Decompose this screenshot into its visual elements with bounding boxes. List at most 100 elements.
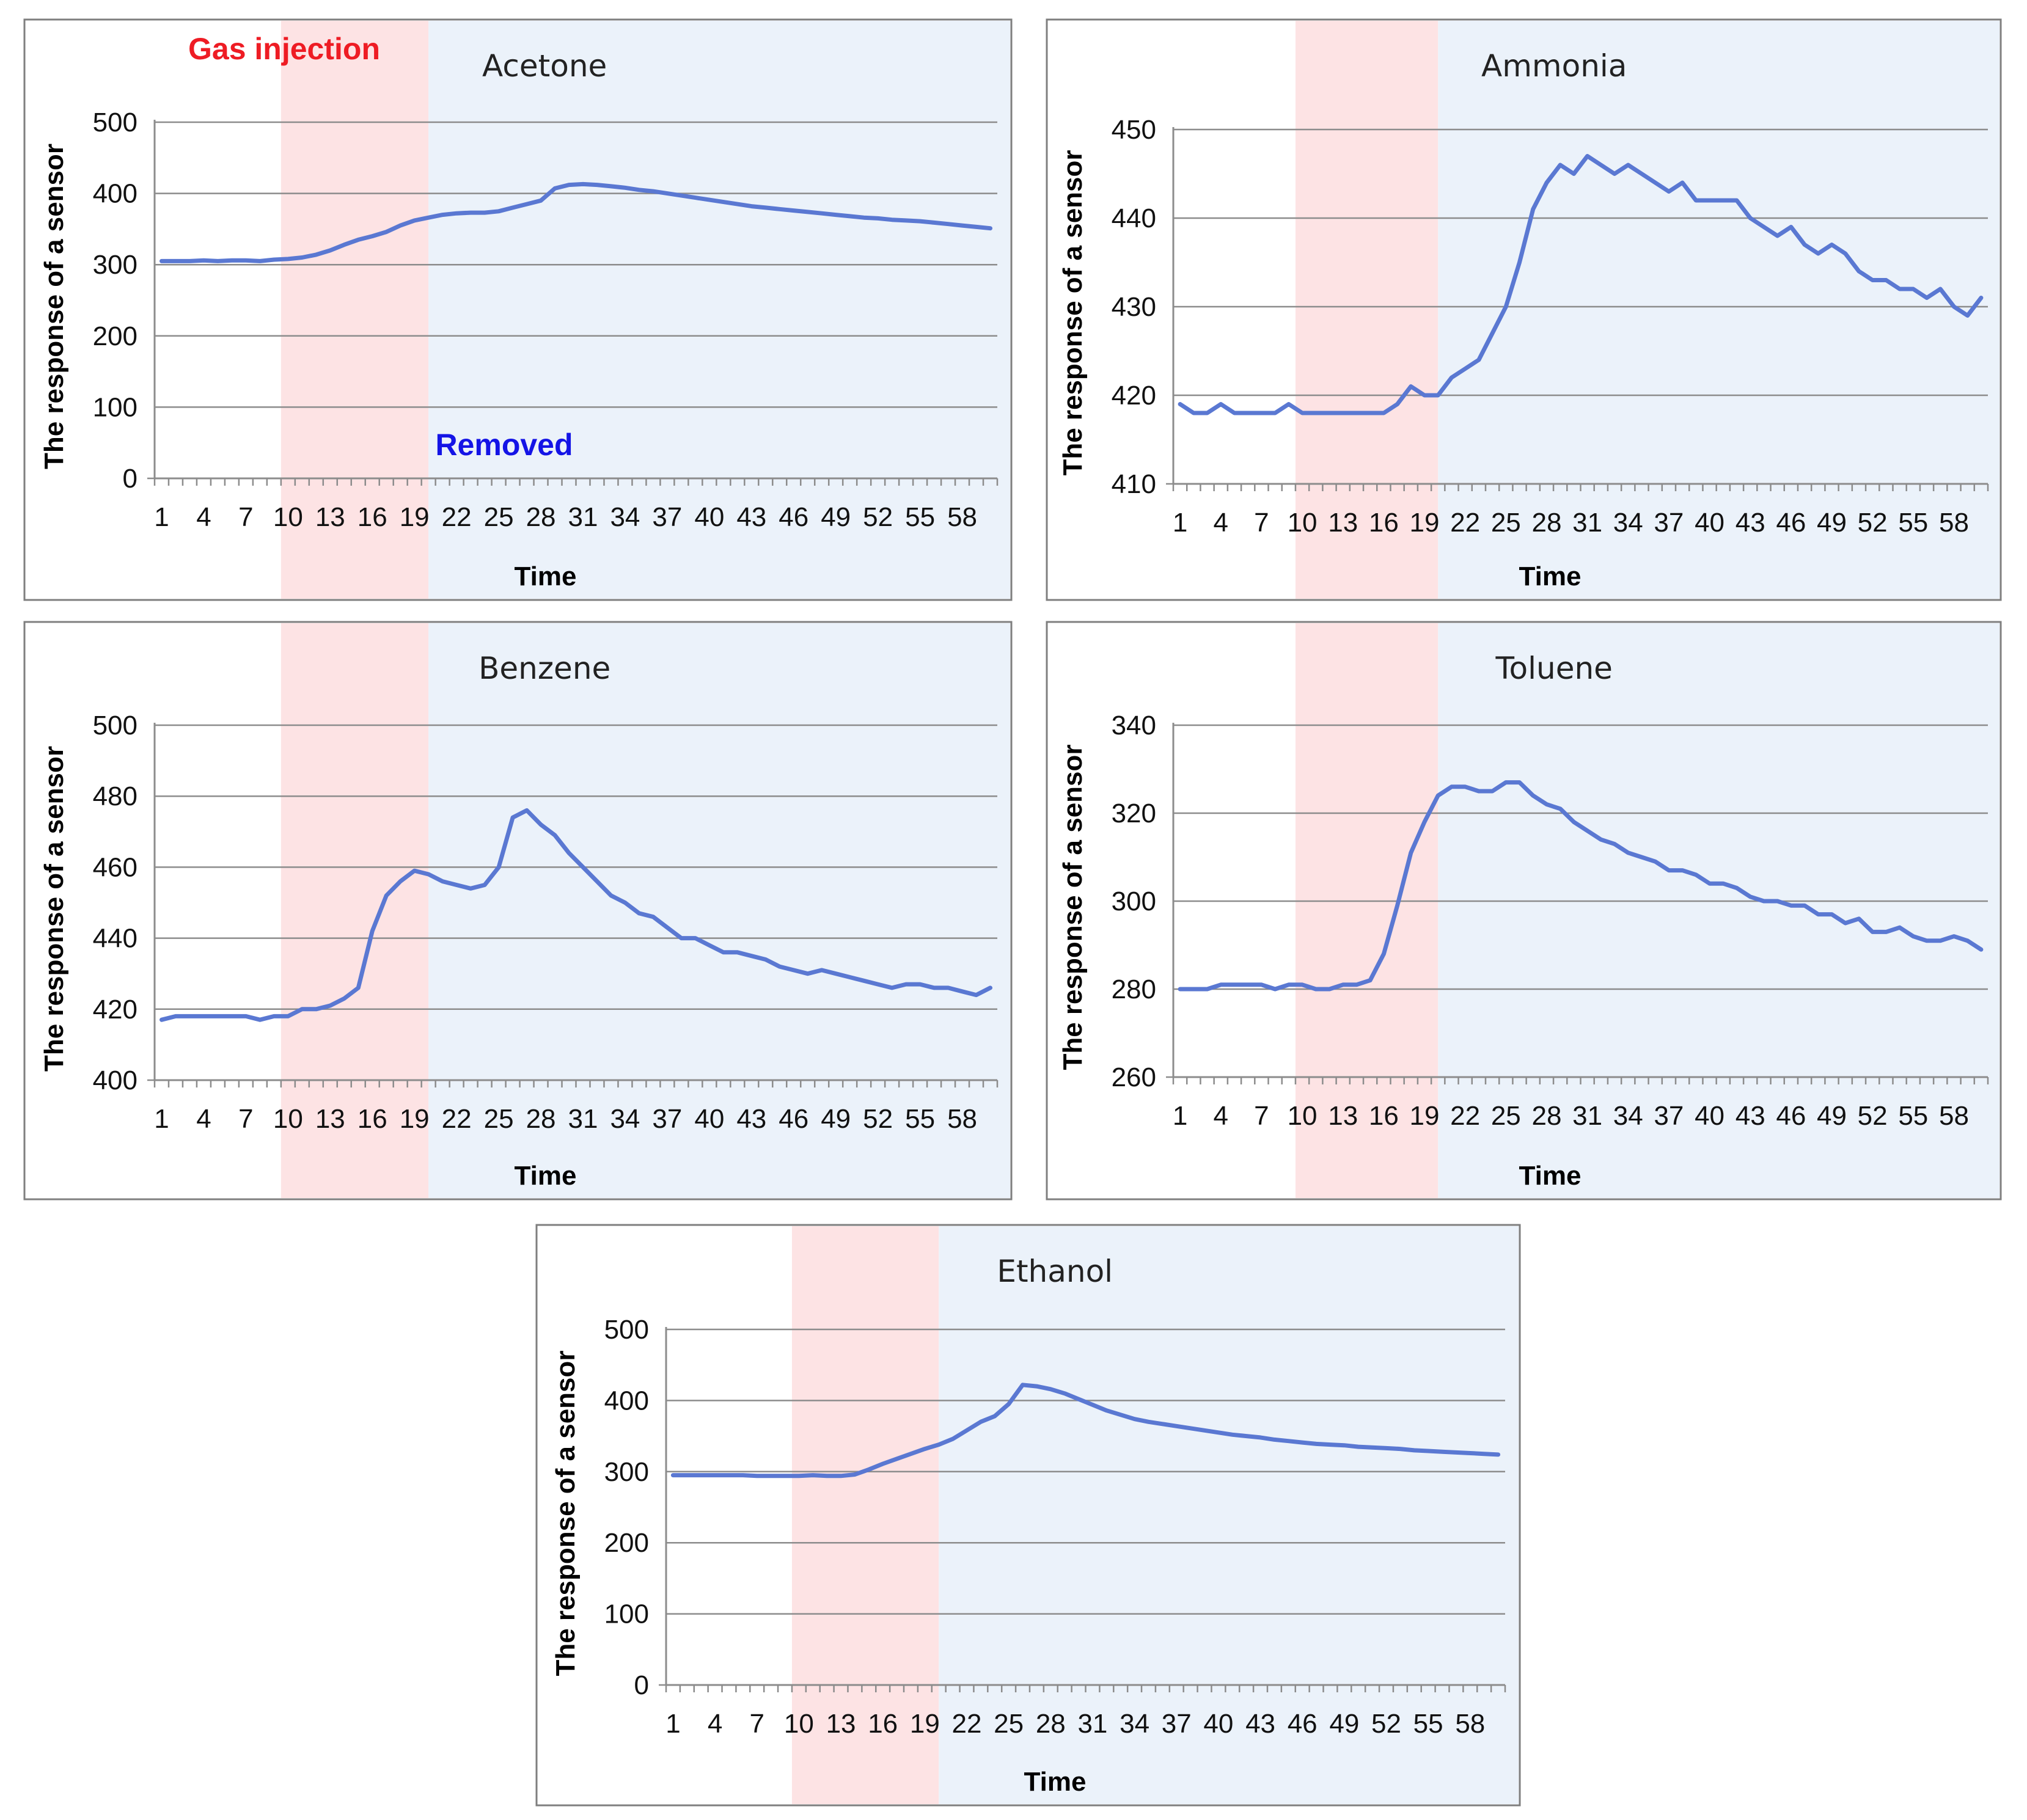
x-tick-label: 34 xyxy=(1120,1709,1149,1739)
y-tick-label: 430 xyxy=(1112,292,1156,322)
gas-injection-band xyxy=(1295,623,1439,1198)
x-tick-label: 52 xyxy=(1858,508,1888,538)
x-tick-label: 28 xyxy=(1036,1709,1066,1739)
x-tick-label: 43 xyxy=(1736,508,1765,538)
series-line-toluene xyxy=(1178,780,1984,992)
x-tick-label: 46 xyxy=(779,502,808,532)
x-tick-label: 55 xyxy=(1898,1101,1928,1131)
x-tick-label: 31 xyxy=(1572,1101,1602,1131)
x-tick-label: 1 xyxy=(1173,508,1187,538)
removed-label: Removed xyxy=(435,428,573,462)
x-tick-label: 22 xyxy=(952,1709,982,1739)
chart-ethanol: 0 100 200 300 400 500 1 4 7 10 13 16 19 22 25 28 31 34 37 4… xyxy=(535,1224,1521,1807)
x-tick-label: 19 xyxy=(400,502,430,532)
x-tick-label: 58 xyxy=(1455,1709,1485,1739)
x-tick-label: 28 xyxy=(1531,1101,1561,1131)
x-tick-label: 25 xyxy=(1491,1101,1521,1131)
y-tick-label: 300 xyxy=(93,250,137,280)
x-tick-label: 13 xyxy=(315,502,345,532)
x-tick-label: 49 xyxy=(821,502,851,532)
x-tick-label: 43 xyxy=(1736,1101,1765,1131)
gas-injection-band xyxy=(280,21,429,599)
x-tick-label: 10 xyxy=(1288,1101,1318,1131)
x-axis-title: Time xyxy=(515,1161,577,1191)
y-tick-label: 440 xyxy=(93,924,137,954)
x-tick-label: 34 xyxy=(1613,508,1643,538)
x-tick-label: 43 xyxy=(1245,1709,1275,1739)
x-tick-label: 16 xyxy=(868,1709,898,1739)
x-tick-label: 55 xyxy=(905,502,935,532)
y-tick-label: 400 xyxy=(604,1386,649,1416)
chart-title: Acetone xyxy=(482,48,607,84)
y-axis-title: The response of a sensor xyxy=(1058,744,1088,1070)
x-tick-label: 37 xyxy=(1654,1101,1684,1131)
x-tick-label: 34 xyxy=(610,502,640,532)
x-tick-label: 58 xyxy=(1939,508,1969,538)
y-axis-title: The response of a sensor xyxy=(551,1350,581,1676)
x-tick-label: 16 xyxy=(357,1104,387,1134)
x-tick-label: 13 xyxy=(826,1709,856,1739)
chart-toluene: 260 280 300 320 340 1 4 7 10 13 16 19 22 25 28 31 34 37 40… xyxy=(1046,621,2002,1201)
x-tick-label: 43 xyxy=(736,502,766,532)
x-tick-label: 40 xyxy=(1203,1709,1233,1739)
removed-band xyxy=(428,21,1010,599)
x-tick-label: 52 xyxy=(863,502,893,532)
y-axis-title: The response of a sensor xyxy=(1058,150,1088,475)
x-tick-label: 58 xyxy=(1939,1101,1969,1131)
x-tick-label: 13 xyxy=(1328,1101,1358,1131)
x-tick-label: 4 xyxy=(196,1104,211,1134)
x-tick-label: 31 xyxy=(568,1104,598,1134)
x-tick-label: 22 xyxy=(442,1104,472,1134)
x-tick-label: 49 xyxy=(1817,508,1847,538)
removed-band xyxy=(428,623,1010,1198)
x-tick-label: 4 xyxy=(1214,1101,1228,1131)
chart-acetone: 0 100 200 300 400 500 1 4 7 10 13 16 19 22 25 28 31 34 37 4… xyxy=(23,18,1013,601)
x-tick-label: 25 xyxy=(1491,508,1521,538)
x-tick-label: 31 xyxy=(1077,1709,1107,1739)
x-tick-label: 1 xyxy=(665,1709,680,1739)
x-tick-label: 49 xyxy=(821,1104,851,1134)
x-tick-label: 1 xyxy=(1173,1101,1187,1131)
chart-title: Ethanol xyxy=(997,1254,1113,1289)
x-tick-label: 25 xyxy=(484,1104,514,1134)
x-tick-label: 46 xyxy=(779,1104,808,1134)
removed-band xyxy=(1438,623,2000,1198)
x-tick-label: 40 xyxy=(694,502,724,532)
x-axis-title: Time xyxy=(515,561,577,591)
x-tick-label: 13 xyxy=(315,1104,345,1134)
y-tick-label: 340 xyxy=(1112,711,1156,740)
x-tick-label: 46 xyxy=(1776,1101,1806,1131)
x-tick-label: 10 xyxy=(1288,508,1318,538)
x-tick-label: 52 xyxy=(1858,1101,1888,1131)
x-tick-label: 4 xyxy=(1214,508,1228,538)
x-tick-label: 46 xyxy=(1288,1709,1318,1739)
x-tick-label: 37 xyxy=(652,502,682,532)
y-tick-label: 400 xyxy=(93,179,137,209)
y-axis-title: The response of a sensor xyxy=(39,746,69,1072)
y-tick-label: 400 xyxy=(93,1065,137,1095)
y-tick-label: 440 xyxy=(1112,203,1156,233)
x-tick-label: 4 xyxy=(708,1709,722,1739)
y-tick-label: 200 xyxy=(93,321,137,351)
y-tick-label: 480 xyxy=(93,781,137,811)
y-tick-label: 500 xyxy=(93,711,137,740)
series-line-benzene xyxy=(159,808,992,1022)
x-tick-label: 40 xyxy=(1695,508,1725,538)
chart-title: Ammonia xyxy=(1481,48,1627,84)
series-line-ethanol xyxy=(670,1383,1501,1478)
chart-ammonia: 410 420 430 440 450 1 4 7 10 13 16 19 22 25 28 31 34 37 40… xyxy=(1046,18,2002,601)
y-tick-label: 200 xyxy=(604,1528,649,1558)
x-tick-label: 10 xyxy=(784,1709,814,1739)
y-tick-label: 300 xyxy=(604,1457,649,1487)
x-tick-label: 31 xyxy=(1572,508,1602,538)
y-tick-label: 260 xyxy=(1112,1062,1156,1092)
x-axis-title: Time xyxy=(1519,561,1582,591)
x-tick-label: 7 xyxy=(1254,508,1269,538)
x-tick-label: 7 xyxy=(749,1709,764,1739)
y-tick-label: 300 xyxy=(1112,886,1156,916)
x-tick-label: 1 xyxy=(154,502,169,532)
x-tick-label: 37 xyxy=(652,1104,682,1134)
y-tick-label: 100 xyxy=(604,1599,649,1629)
x-tick-label: 46 xyxy=(1776,508,1806,538)
x-tick-label: 10 xyxy=(273,502,303,532)
